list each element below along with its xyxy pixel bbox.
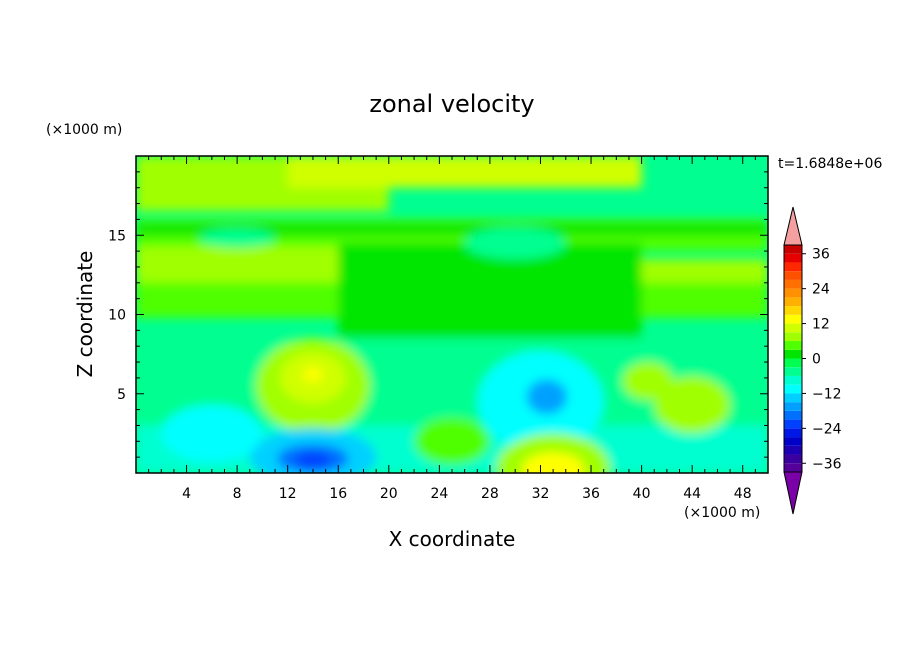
x-tick-label: 44 bbox=[683, 486, 701, 502]
x-tick-label: 32 bbox=[532, 486, 550, 502]
colorbar-swatch bbox=[784, 445, 802, 455]
colorbar-swatch bbox=[784, 306, 802, 315]
chart-title: zonal velocity bbox=[369, 90, 534, 118]
y-tick-label: 15 bbox=[108, 228, 126, 244]
colorbar-swatch bbox=[784, 358, 802, 368]
colorbar-swatch bbox=[784, 297, 802, 307]
colorbar-swatch bbox=[784, 253, 802, 263]
colorbar-extend-low bbox=[783, 471, 803, 515]
colorbar-tick-label: 24 bbox=[812, 282, 830, 298]
field-contour-region bbox=[414, 417, 490, 466]
x-tick-label: 36 bbox=[582, 486, 600, 502]
field-band bbox=[287, 156, 642, 188]
x-tick-label: 40 bbox=[633, 486, 651, 502]
x-tick-label: 16 bbox=[329, 486, 347, 502]
colorbar-tick-label: 12 bbox=[812, 317, 830, 333]
colorbar-swatch bbox=[784, 367, 802, 376]
x-tick-label: 48 bbox=[734, 486, 752, 502]
y-tick-label: 10 bbox=[108, 308, 126, 324]
colorbar-swatch bbox=[784, 402, 802, 411]
colorbar-swatch bbox=[784, 454, 802, 464]
colorbar-swatch bbox=[784, 341, 802, 350]
field-contour-region bbox=[622, 362, 674, 401]
colorbar-swatch bbox=[784, 419, 802, 429]
colorbar-swatch bbox=[784, 384, 802, 394]
colorbar-swatch bbox=[784, 271, 802, 280]
x-axis: 4 8 12 16 20 24 28 32 36 40 44 48 bbox=[148, 156, 756, 502]
x-tick-label: 28 bbox=[481, 486, 499, 502]
field-band bbox=[136, 222, 768, 236]
x-tick-label: 24 bbox=[430, 486, 448, 502]
colorbar-tick-label: 0 bbox=[812, 352, 821, 368]
colorbar-swatch bbox=[784, 410, 802, 420]
field-contour-region bbox=[161, 404, 263, 462]
colorbar-swatch bbox=[784, 245, 802, 254]
x-tick-label: 4 bbox=[182, 486, 191, 502]
colorbar-swatch bbox=[784, 314, 802, 324]
colorbar-tick-label: −36 bbox=[812, 456, 842, 472]
x-tick-label: 12 bbox=[279, 486, 297, 502]
x-tick-label: 8 bbox=[233, 486, 242, 502]
colorbar-extend-high bbox=[783, 206, 803, 246]
field-band bbox=[338, 243, 642, 339]
y-axis: 5 10 15 bbox=[108, 171, 768, 458]
colorbar-swatch bbox=[784, 428, 802, 438]
colorbar-swatch bbox=[784, 332, 802, 342]
x-tick-label: 20 bbox=[380, 486, 398, 502]
colorbar-swatch bbox=[784, 323, 802, 333]
colorbar-tick-label: −24 bbox=[812, 421, 842, 437]
field-contour-region bbox=[464, 227, 566, 260]
field-contour-region bbox=[199, 228, 276, 248]
time-label: t=1.6848e+06 bbox=[778, 156, 882, 172]
colorbar-swatch bbox=[784, 279, 802, 289]
colorbar-swatch bbox=[784, 437, 802, 446]
field-contour-region bbox=[302, 366, 324, 383]
colorbar-swatch bbox=[784, 463, 802, 472]
field-contour-region bbox=[521, 452, 585, 473]
field-contour-region bbox=[654, 376, 731, 434]
y-axis-label: Z coordinate bbox=[73, 251, 97, 378]
colorbar-tick-label: 36 bbox=[812, 247, 830, 263]
x-axis-label: X coordinate bbox=[389, 527, 516, 551]
colorbar-swatch bbox=[784, 375, 802, 385]
x-unit-label: (×1000 m) bbox=[684, 505, 760, 521]
y-unit-label: (×1000 m) bbox=[46, 122, 122, 138]
colorbar-swatch bbox=[784, 349, 802, 359]
colorbar-swatch bbox=[784, 262, 802, 272]
velocity-field bbox=[136, 156, 768, 473]
field-contour-region bbox=[295, 452, 331, 469]
colorbar-swatch bbox=[784, 288, 802, 298]
y-tick-label: 5 bbox=[117, 387, 126, 403]
colorbar: 36 24 12 0 −12 −24 −36 bbox=[783, 206, 842, 515]
colorbar-swatch bbox=[784, 393, 802, 403]
field-contour-region bbox=[526, 379, 568, 415]
colorbar-tick-label: −12 bbox=[812, 386, 842, 402]
